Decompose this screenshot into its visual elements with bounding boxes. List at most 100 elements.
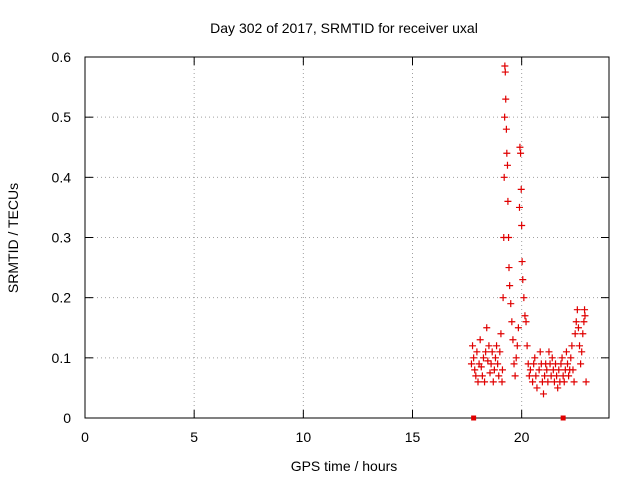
data-point bbox=[570, 378, 578, 386]
data-point bbox=[567, 354, 575, 362]
data-point bbox=[504, 197, 512, 205]
data-point bbox=[496, 348, 504, 356]
y-tick-label: 0.2 bbox=[52, 290, 72, 306]
data-point bbox=[571, 330, 579, 338]
data-point bbox=[503, 161, 511, 169]
data-point bbox=[568, 342, 576, 350]
chart-title: Day 302 of 2017, SRMTID for receiver uxa… bbox=[210, 20, 478, 36]
data-point bbox=[506, 282, 514, 290]
data-point bbox=[522, 318, 530, 326]
data-point bbox=[533, 384, 541, 392]
data-point bbox=[469, 342, 477, 350]
data-point bbox=[581, 306, 589, 314]
data-point bbox=[560, 378, 568, 386]
data-point bbox=[535, 366, 543, 374]
data-point bbox=[500, 173, 508, 181]
data-point bbox=[515, 203, 523, 211]
data-point bbox=[526, 366, 534, 374]
data-point bbox=[562, 348, 570, 356]
data-point bbox=[481, 378, 489, 386]
y-tick-label: 0 bbox=[63, 410, 71, 426]
data-point bbox=[511, 372, 519, 380]
data-point bbox=[516, 143, 524, 151]
data-point bbox=[557, 360, 565, 368]
data-point bbox=[499, 294, 507, 302]
data-point bbox=[488, 348, 496, 356]
data-point bbox=[519, 276, 527, 284]
data-point bbox=[479, 354, 487, 362]
data-point bbox=[494, 360, 502, 368]
gap-marker bbox=[471, 415, 477, 421]
data-point bbox=[579, 330, 587, 338]
data-point bbox=[498, 378, 506, 386]
axis-ticks bbox=[84, 56, 609, 419]
data-point bbox=[483, 324, 491, 332]
data-point bbox=[540, 390, 547, 398]
data-point bbox=[472, 372, 480, 380]
data-point bbox=[513, 342, 521, 350]
y-tick-label: 0.6 bbox=[52, 49, 72, 65]
data-point bbox=[531, 354, 539, 362]
data-point bbox=[512, 354, 520, 362]
x-tick-label: 5 bbox=[190, 429, 198, 445]
data-point bbox=[510, 360, 518, 368]
x-axis-label: GPS time / hours bbox=[291, 458, 398, 474]
data-point bbox=[558, 354, 566, 362]
gap-marker bbox=[560, 415, 566, 421]
data-point bbox=[573, 306, 581, 314]
data-point bbox=[523, 342, 531, 350]
data-point bbox=[581, 312, 589, 320]
x-tick-label: 0 bbox=[81, 429, 89, 445]
plot-frame bbox=[84, 56, 610, 419]
data-point bbox=[477, 363, 485, 371]
data-point bbox=[577, 360, 585, 368]
data-point bbox=[544, 378, 552, 386]
data-points bbox=[467, 62, 590, 421]
data-point bbox=[574, 324, 582, 332]
data-point bbox=[536, 348, 544, 356]
data-point bbox=[543, 366, 551, 374]
y-axis-label: SRMTID / TECUs bbox=[5, 183, 21, 293]
data-point bbox=[478, 372, 486, 380]
data-point bbox=[521, 312, 529, 320]
x-tick-label: 10 bbox=[296, 429, 312, 445]
data-point bbox=[486, 369, 494, 377]
data-point bbox=[471, 366, 479, 374]
data-point bbox=[484, 357, 492, 365]
data-point bbox=[578, 348, 586, 356]
data-point bbox=[520, 294, 528, 302]
data-point bbox=[501, 68, 509, 76]
data-point bbox=[580, 318, 588, 326]
data-point bbox=[473, 348, 481, 356]
data-point bbox=[576, 342, 584, 350]
data-point bbox=[505, 264, 513, 272]
x-tick-label: 15 bbox=[405, 429, 421, 445]
data-point bbox=[503, 149, 511, 157]
data-point bbox=[476, 336, 484, 344]
data-point bbox=[525, 372, 533, 380]
data-point bbox=[545, 348, 553, 356]
data-point bbox=[569, 366, 577, 374]
data-point bbox=[489, 378, 497, 386]
data-point bbox=[553, 372, 561, 380]
data-point bbox=[508, 318, 516, 326]
data-point bbox=[497, 330, 505, 338]
data-point bbox=[507, 300, 515, 308]
data-point bbox=[518, 258, 526, 266]
data-point bbox=[501, 62, 509, 70]
data-point bbox=[572, 318, 580, 326]
data-point bbox=[565, 372, 573, 380]
data-point bbox=[498, 366, 506, 374]
y-tick-label: 0.5 bbox=[52, 109, 72, 125]
data-point bbox=[495, 372, 503, 380]
data-point bbox=[555, 366, 563, 374]
data-point bbox=[501, 113, 509, 121]
data-point bbox=[509, 336, 517, 344]
data-point bbox=[548, 354, 556, 362]
data-point bbox=[502, 95, 510, 103]
data-point bbox=[502, 125, 510, 133]
data-point bbox=[529, 378, 537, 386]
data-point bbox=[518, 221, 526, 229]
data-point bbox=[505, 234, 513, 241]
